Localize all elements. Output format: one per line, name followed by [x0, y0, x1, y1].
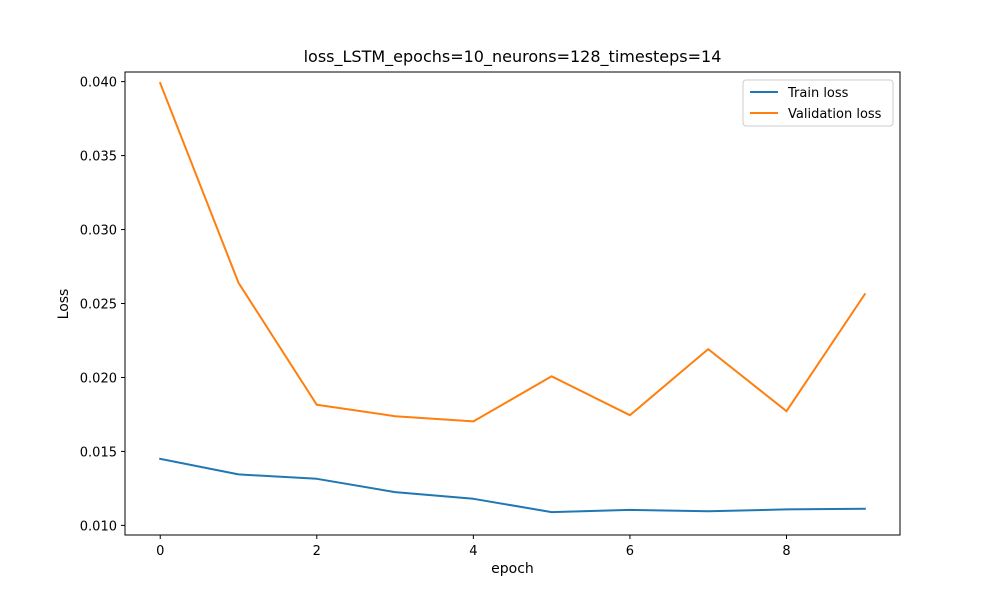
y-tick-label: 0.040: [80, 76, 117, 91]
x-tick-label: 2: [313, 544, 321, 559]
chart-title: loss_LSTM_epochs=10_neurons=128_timestep…: [303, 47, 722, 66]
series-line-0: [159, 457, 866, 514]
x-tick-label: 0: [156, 544, 164, 559]
y-tick-label: 0.035: [80, 150, 117, 165]
y-tick-label: 0.025: [80, 298, 117, 313]
legend-box: [742, 79, 894, 127]
x-axis-label: epoch: [491, 561, 534, 577]
x-tick-label: 6: [626, 544, 634, 559]
y-tick-label: 0.030: [80, 224, 117, 239]
series-line-1: [158, 81, 867, 423]
y-axis-ticks: 0.010 0.015 0.020 0.025 0.030 0.035 0.040: [80, 76, 125, 534]
x-tick-label: 4: [469, 544, 477, 559]
legend-label-0: Train loss: [787, 86, 849, 101]
x-axis-ticks: 0 2 4 6 8: [156, 535, 791, 559]
plot-frame: [124, 71, 901, 536]
legend-label-1: Validation loss: [788, 107, 882, 122]
y-tick-label: 0.020: [80, 371, 117, 386]
legend: Train loss Validation loss: [742, 79, 894, 127]
y-tick-label: 0.010: [80, 519, 117, 534]
y-axis-label: Loss: [56, 288, 72, 320]
x-tick-label: 8: [782, 544, 790, 559]
y-tick-label: 0.015: [80, 445, 117, 460]
series-layer: [158, 81, 867, 514]
